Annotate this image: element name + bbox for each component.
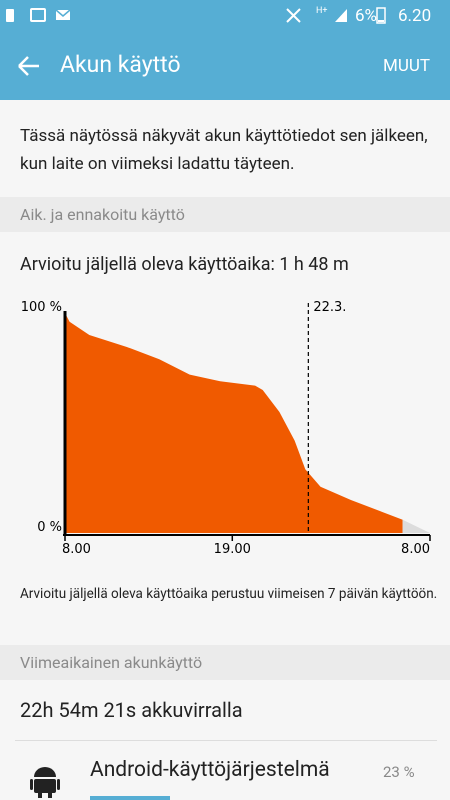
section-title: Viimeaikainen akunkäyttö xyxy=(20,653,203,672)
battery-chart: 0 % 100 % 8.00 19.00 8.00 22.3. xyxy=(21,300,431,557)
android-icon xyxy=(30,767,60,798)
status-icons xyxy=(6,7,386,24)
battery-area xyxy=(65,313,403,533)
x-tick-label: 19.00 xyxy=(214,542,251,557)
footnote: Arvioitu jäljellä oleva käyttöaika perus… xyxy=(20,586,438,602)
back-button[interactable] xyxy=(16,54,42,78)
app-percent: 23 % xyxy=(383,763,415,781)
x-tick-label: 8.00 xyxy=(62,542,91,557)
y-tick-label: 0 % xyxy=(37,520,62,535)
app-title: Akun käyttö xyxy=(60,51,181,78)
app-name[interactable]: Android-käyttöjärjestelmä xyxy=(90,758,330,782)
section-header: Aik. ja ennakoitu käyttö xyxy=(0,197,450,232)
divider xyxy=(15,740,437,741)
battery-area xyxy=(402,519,430,533)
battery-percent: 6% xyxy=(355,6,378,26)
section-title: Aik. ja ennakoitu käyttö xyxy=(20,205,185,224)
app-bar: Akun käyttö MUUT xyxy=(0,32,450,100)
more-button[interactable]: MUUT xyxy=(383,56,431,76)
summary: 22h 54m 21s akkuvirralla xyxy=(20,698,243,722)
date-marker-label: 22.3. xyxy=(313,300,346,315)
x-tick-label: 8.00 xyxy=(401,542,430,557)
status-bar: H+ 6% 6.20 xyxy=(0,0,450,32)
y-tick-label: 100 % xyxy=(21,300,62,315)
section-header: Viimeaikainen akunkäyttö xyxy=(0,645,450,680)
usage-bar xyxy=(90,796,170,800)
estimate: Arvioitu jäljellä oleva käyttöaika: 1 h … xyxy=(20,254,349,275)
clock: 6.20 xyxy=(398,6,432,26)
network-type: H+ xyxy=(316,6,328,16)
description: Tässä näytössä näkyvät akun käyttötiedot… xyxy=(20,126,428,174)
